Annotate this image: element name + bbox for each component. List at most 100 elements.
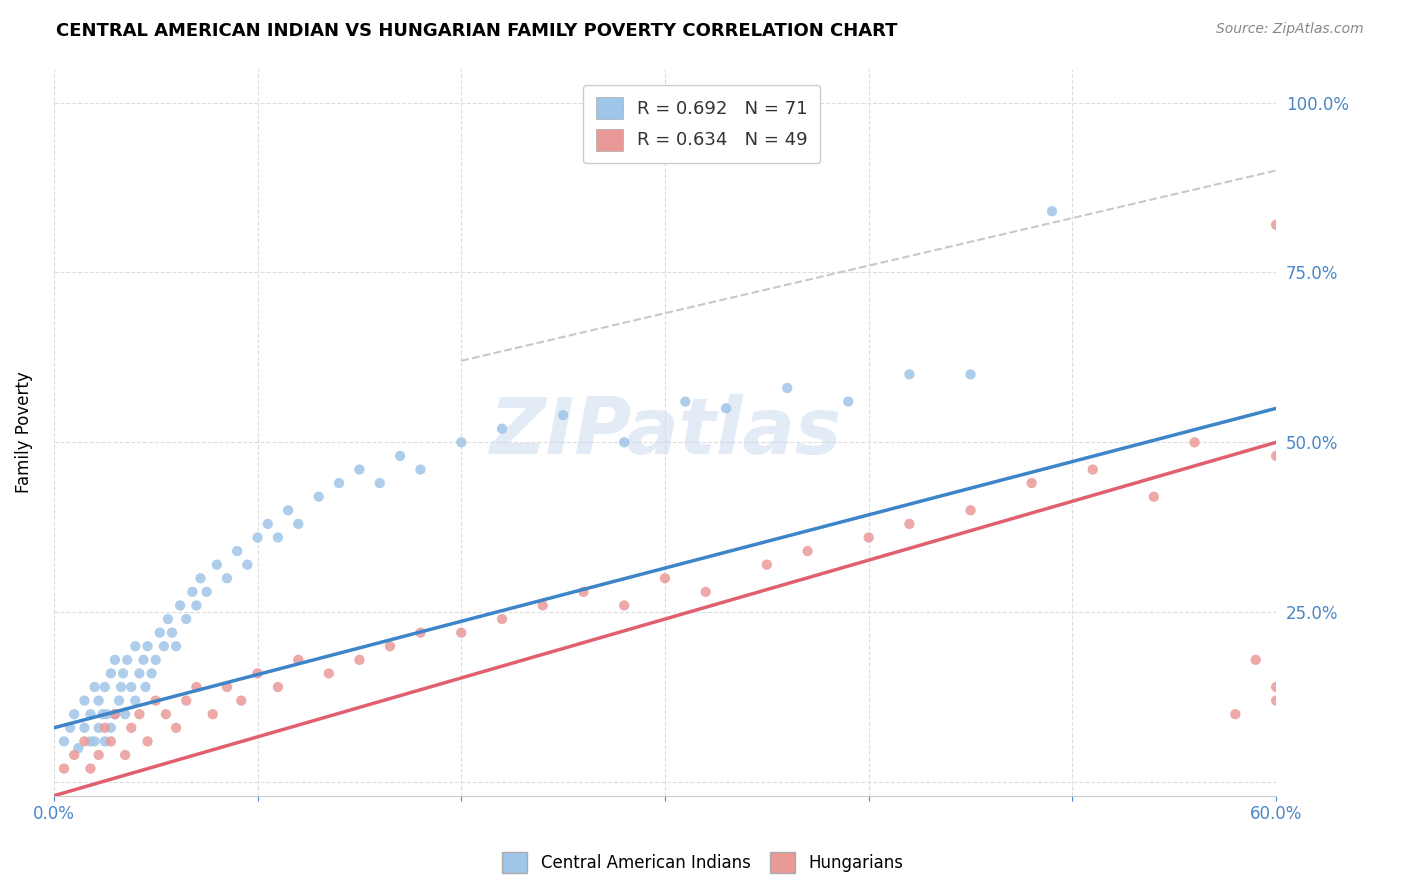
Point [226, 544, 249, 558]
Point [128, 707, 150, 722]
Point [181, 585, 204, 599]
Point [87, 693, 110, 707]
Point [267, 531, 290, 545]
Point [120, 721, 142, 735]
Point [114, 747, 136, 762]
Point [1265, 693, 1288, 707]
Point [1143, 490, 1166, 504]
Point [160, 625, 183, 640]
Point [673, 394, 696, 409]
Point [112, 666, 135, 681]
Point [153, 639, 176, 653]
Point [87, 747, 110, 762]
Point [100, 666, 122, 681]
Point [186, 599, 208, 613]
Point [837, 394, 859, 409]
Point [776, 381, 799, 395]
Point [349, 462, 371, 476]
Point [100, 734, 122, 748]
Point [94, 680, 117, 694]
Point [328, 476, 350, 491]
Legend: R = 0.692   N = 71, R = 0.634   N = 49: R = 0.692 N = 71, R = 0.634 N = 49 [583, 85, 820, 163]
Point [201, 707, 224, 722]
Point [53, 734, 76, 748]
Point [156, 612, 179, 626]
Point [165, 721, 187, 735]
Point [1081, 462, 1104, 476]
Point [186, 680, 208, 694]
Point [205, 558, 228, 572]
Point [59, 721, 82, 735]
Point [236, 558, 259, 572]
Point [155, 707, 177, 722]
Point [145, 693, 167, 707]
Point [73, 721, 96, 735]
Point [1184, 435, 1206, 450]
Point [409, 625, 432, 640]
Point [959, 503, 981, 517]
Point [267, 680, 290, 694]
Point [104, 707, 127, 722]
Legend: Central American Indians, Hungarians: Central American Indians, Hungarians [495, 846, 911, 880]
Point [87, 721, 110, 735]
Point [287, 653, 309, 667]
Point [531, 599, 554, 613]
Point [277, 503, 299, 517]
Text: ZIPatlas: ZIPatlas [489, 394, 841, 470]
Point [63, 747, 86, 762]
Point [174, 693, 197, 707]
Point [145, 653, 167, 667]
Point [1265, 449, 1288, 463]
Point [100, 721, 122, 735]
Point [1265, 680, 1288, 694]
Point [572, 585, 595, 599]
Point [108, 693, 131, 707]
Point [110, 680, 132, 694]
Point [115, 653, 138, 667]
Point [136, 734, 159, 748]
Point [613, 435, 636, 450]
Point [695, 585, 717, 599]
Point [654, 571, 676, 585]
Point [195, 585, 218, 599]
Y-axis label: Family Poverty: Family Poverty [15, 371, 32, 493]
Point [389, 449, 412, 463]
Point [613, 599, 636, 613]
Point [246, 666, 269, 681]
Point [553, 408, 575, 422]
Point [73, 734, 96, 748]
Point [215, 571, 238, 585]
Point [63, 707, 86, 722]
Point [165, 639, 187, 653]
Point [1040, 204, 1063, 219]
Point [120, 680, 142, 694]
Point [256, 516, 278, 531]
Point [83, 734, 105, 748]
Point [94, 734, 117, 748]
Point [287, 516, 309, 531]
Point [104, 653, 127, 667]
Point [141, 666, 163, 681]
Point [94, 721, 117, 735]
Point [124, 639, 146, 653]
Point [134, 680, 156, 694]
Point [450, 625, 472, 640]
Text: Source: ZipAtlas.com: Source: ZipAtlas.com [1216, 22, 1364, 37]
Point [450, 435, 472, 450]
Point [755, 558, 778, 572]
Point [898, 516, 921, 531]
Point [796, 544, 818, 558]
Point [246, 531, 269, 545]
Point [318, 666, 340, 681]
Point [128, 666, 150, 681]
Text: CENTRAL AMERICAN INDIAN VS HUNGARIAN FAMILY POVERTY CORRELATION CHART: CENTRAL AMERICAN INDIAN VS HUNGARIAN FAM… [56, 22, 898, 40]
Point [1265, 218, 1288, 232]
Point [83, 680, 105, 694]
Point [104, 707, 127, 722]
Point [79, 762, 101, 776]
Point [149, 625, 172, 640]
Point [231, 693, 253, 707]
Point [409, 462, 432, 476]
Point [136, 639, 159, 653]
Point [215, 680, 238, 694]
